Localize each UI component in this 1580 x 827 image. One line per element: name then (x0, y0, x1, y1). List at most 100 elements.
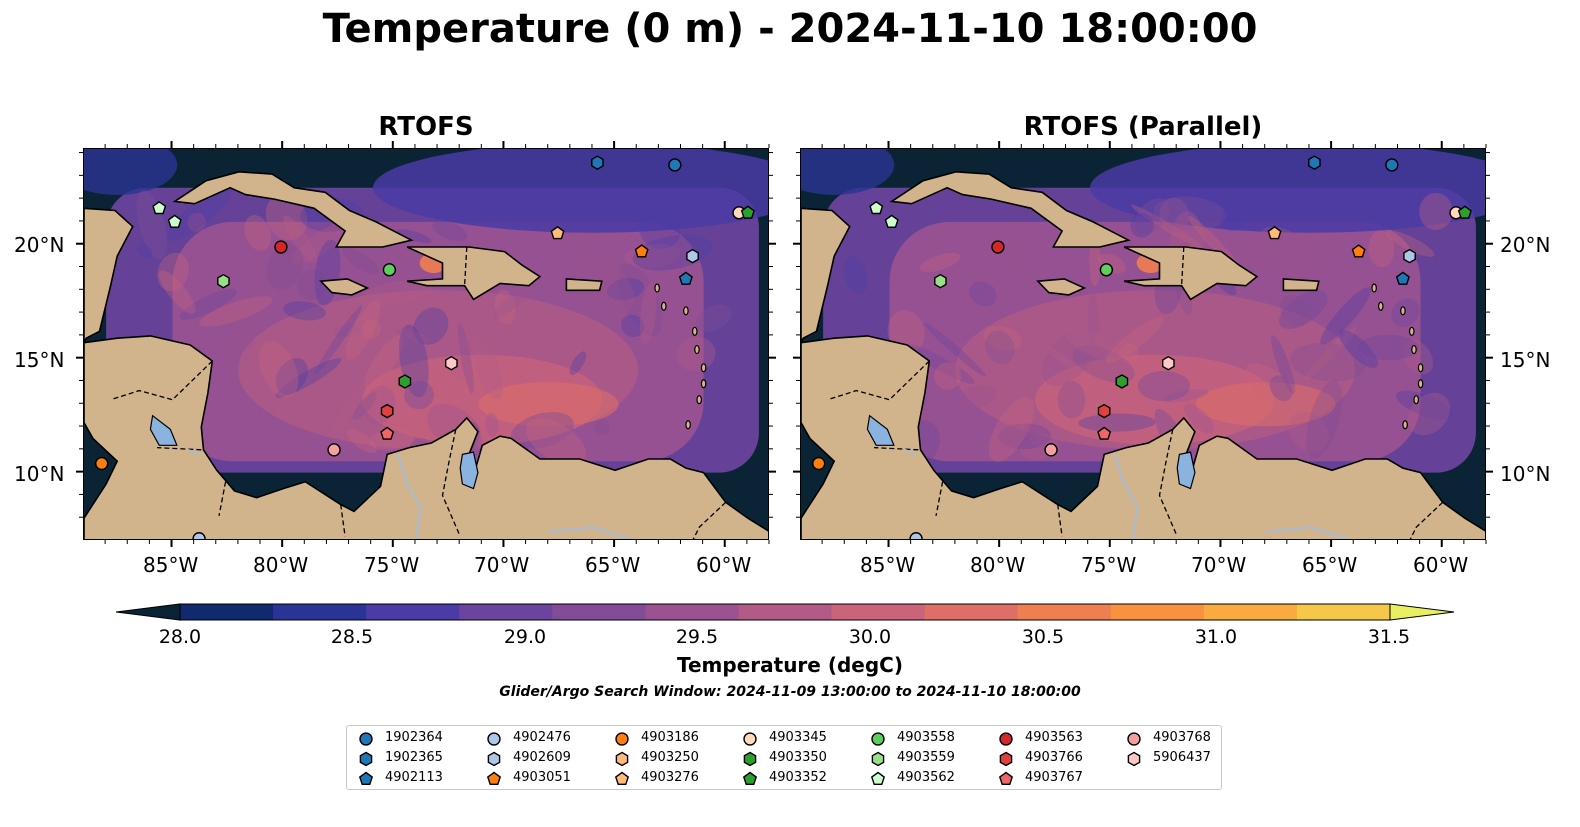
legend-marker-4903051[interactable] (486, 771, 502, 785)
float-marker-4903186[interactable] (812, 456, 826, 471)
pentagon-marker-icon (358, 771, 374, 785)
map-rtofs-parallel[interactable] (800, 148, 1486, 540)
legend-label: 4903766 (1025, 750, 1083, 765)
legend: 1902364 1902365 4902113 4902476 4902609 49030… (346, 725, 1222, 790)
float-marker-4902113[interactable] (678, 271, 693, 285)
float-marker-4903562[interactable] (167, 214, 182, 228)
float-marker-4903350[interactable] (398, 374, 412, 389)
float-marker-4902476[interactable] (909, 532, 923, 540)
float-marker-4903767[interactable] (1097, 426, 1112, 440)
lon-tick-label: 85°W (860, 553, 916, 577)
float-marker-4903051[interactable] (634, 244, 649, 258)
colorbar-tick-label: 29.5 (675, 626, 719, 648)
legend-label: 4903768 (1153, 730, 1211, 745)
legend-marker-4902113[interactable] (358, 771, 374, 785)
legend-marker-1902364[interactable] (359, 732, 373, 746)
legend-label: 4903563 (1025, 730, 1083, 745)
colorbar-segment (1110, 604, 1205, 620)
float-marker-1902365[interactable] (591, 155, 604, 171)
lon-tick-label: 70°W (1191, 553, 1247, 577)
legend-label: 4903558 (897, 730, 955, 745)
legend-marker-4903768[interactable] (1127, 732, 1141, 746)
legend-marker-4903250[interactable] (615, 751, 629, 767)
legend-marker-4903350[interactable] (743, 751, 757, 767)
lon-tick-label: 60°W (696, 553, 752, 577)
float-marker-4903768[interactable] (327, 443, 341, 457)
legend-label: 4903276 (641, 770, 699, 785)
float-marker-4903558[interactable] (382, 263, 397, 277)
legend-label: 4903051 (513, 770, 571, 785)
float-marker-4903766[interactable] (1097, 403, 1111, 419)
colorbar-tick-label: 30.0 (848, 626, 892, 648)
float-marker-1902364[interactable] (668, 158, 682, 172)
float-marker-4902476[interactable] (192, 532, 206, 540)
legend-label: 4902476 (513, 730, 571, 745)
float-marker-4903768[interactable] (1044, 443, 1058, 457)
float-marker-4903350[interactable] (1115, 374, 1129, 389)
float-marker-4903559[interactable] (934, 273, 947, 289)
lat-tick-label: 10°N (1500, 462, 1551, 486)
float-marker-4903562[interactable] (884, 214, 899, 228)
float-marker-4903562[interactable] (869, 200, 884, 215)
map-rtofs[interactable] (83, 148, 769, 540)
float-marker-4903352[interactable] (1457, 205, 1472, 219)
float-marker-4903563[interactable] (274, 240, 288, 254)
legend-label: 4903350 (769, 750, 827, 765)
lat-tick-label: 15°N (14, 348, 65, 372)
float-marker-4903767[interactable] (380, 426, 395, 440)
float-marker-1902365[interactable] (1308, 155, 1321, 171)
float-marker-4903352[interactable] (740, 205, 755, 219)
colorbar-segment (366, 604, 460, 620)
float-marker-4903276[interactable] (1267, 225, 1282, 240)
legend-marker-4903563[interactable] (999, 732, 1013, 746)
float-marker-4903562[interactable] (152, 200, 167, 215)
colorbar (116, 603, 1455, 621)
pentagon-marker-icon (486, 771, 502, 785)
legend-marker-4903558[interactable] (871, 732, 885, 746)
legend-marker-4903276[interactable] (614, 771, 630, 785)
float-marker-5906437[interactable] (1162, 355, 1175, 371)
float-marker-4903186[interactable] (95, 456, 109, 471)
legend-marker-4903562[interactable] (870, 771, 886, 785)
lon-tick-label: 75°W (1081, 553, 1137, 577)
float-marker-4903766[interactable] (380, 403, 394, 419)
circle-marker-icon (615, 732, 629, 746)
float-marker-4903051[interactable] (1351, 244, 1366, 258)
float-marker-1902364[interactable] (1385, 158, 1399, 172)
float-marker-4903559[interactable] (217, 273, 230, 289)
pentagon-marker-icon (614, 771, 630, 785)
pentagon-marker-icon (870, 771, 886, 785)
legend-marker-4903767[interactable] (998, 771, 1014, 785)
legend-marker-1902365[interactable] (359, 751, 373, 767)
float-marker-4903558[interactable] (1099, 263, 1114, 277)
colorbar-segment (831, 604, 926, 620)
circle-marker-icon (1127, 732, 1141, 746)
colorbar-tick-label: 29.0 (503, 626, 547, 648)
float-marker-5906437[interactable] (445, 355, 458, 371)
legend-marker-5906437[interactable] (1127, 751, 1141, 767)
legend-marker-4902609[interactable] (487, 751, 501, 767)
lat-tick-label: 15°N (1500, 348, 1551, 372)
legend-marker-4902476[interactable] (487, 732, 501, 746)
float-marker-4903563[interactable] (991, 240, 1005, 254)
legend-marker-4903559[interactable] (871, 751, 885, 767)
legend-marker-4903352[interactable] (742, 771, 758, 785)
hexagon-marker-icon (487, 751, 501, 767)
float-marker-4903276[interactable] (550, 225, 565, 240)
legend-marker-4903345[interactable] (743, 732, 757, 746)
float-marker-4902609[interactable] (686, 248, 699, 264)
hexagon-marker-icon (359, 751, 373, 767)
float-marker-4902113[interactable] (1395, 271, 1410, 285)
legend-marker-4903766[interactable] (999, 751, 1013, 767)
circle-marker-icon (871, 732, 885, 746)
float-marker-4902609[interactable] (1403, 248, 1416, 264)
legend-label: 1902365 (385, 750, 443, 765)
land (801, 170, 1485, 539)
colorbar-min-extend (116, 603, 181, 621)
legend-marker-4903186[interactable] (615, 732, 629, 746)
circle-marker-icon (999, 732, 1013, 746)
circle-marker-icon (743, 732, 757, 746)
legend-label: 4902113 (385, 770, 443, 785)
circle-marker-icon (359, 732, 373, 746)
lon-tick-label: 65°W (585, 553, 641, 577)
